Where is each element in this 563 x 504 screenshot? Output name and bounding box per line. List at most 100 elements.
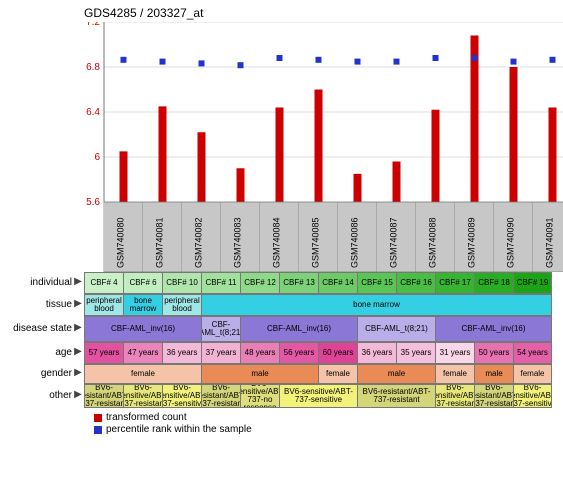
annot-cell: peripheral blood (84, 295, 123, 315)
annot-cell: CBF-AML_t(8;21) (357, 317, 435, 341)
annot-cell: CBF-AML_inv(16) (240, 317, 357, 341)
annot-cell: 54 years (513, 343, 552, 363)
row-arrow-icon: ▶ (73, 389, 83, 400)
pct-marker (472, 55, 478, 61)
annot-cell: 60 years (318, 343, 357, 363)
sample-label: GSM740090 (506, 217, 516, 268)
annot-cell: BV6-resistant/ABT-737-resistant (357, 385, 435, 407)
annot-cell: CBF# 10 (162, 273, 201, 293)
left-tick: 6.8 (86, 62, 100, 73)
row-arrow-icon: ▶ (73, 346, 83, 357)
annot-cell: BV6-resistant/ABT-737-resistant (474, 385, 513, 407)
annot-cell: CBF# 13 (279, 273, 318, 293)
pct-marker (394, 59, 400, 65)
row-arrow-icon: ▶ (73, 322, 83, 333)
annot-row-label: gender (4, 368, 72, 379)
annot-cell: female (513, 365, 552, 383)
sample-label: GSM740081 (155, 217, 165, 268)
annot-cell: 48 years (240, 343, 279, 363)
legend-item: transformed count (94, 412, 559, 423)
bar (510, 67, 518, 202)
row-arrow-icon: ▶ (73, 298, 83, 309)
chart-area: 5.666.46.87.20255075100%GSM740080GSM7400… (84, 22, 552, 272)
annot-cell: CBF# 15 (357, 273, 396, 293)
bar (120, 151, 128, 202)
annot-cell: BV6-sensitive/ABT-737-no response (240, 385, 279, 407)
bar (432, 110, 440, 202)
sample-label: GSM740085 (311, 217, 321, 268)
annot-cell: CBF# 14 (318, 273, 357, 293)
annot-row-label: age (4, 347, 72, 358)
annot-cell: CBF# 12 (240, 273, 279, 293)
annot-cell: BV6-sensitive/ABT-737-sensitive (162, 385, 201, 407)
annot-cell: 37 years (201, 343, 240, 363)
bar (237, 168, 245, 202)
pct-marker (238, 62, 244, 68)
legend-label: percentile rank within the sample (106, 424, 252, 435)
pct-marker (433, 55, 439, 61)
annot-cell: BV6-resistant/ABT-737-resistant (84, 385, 123, 407)
annot-cell: BV6-sensitive/ABT-737-resistant (435, 385, 474, 407)
chart-title: GDS4285 / 203327_at (84, 6, 559, 20)
annot-cell: 47 years (123, 343, 162, 363)
left-tick: 6 (94, 152, 100, 163)
bar (393, 162, 401, 203)
legend-swatch-icon (94, 426, 102, 434)
pct-marker (316, 57, 322, 63)
annot-cell: CBF# 11 (201, 273, 240, 293)
chart-svg: 5.666.46.87.20255075100%GSM740080GSM7400… (84, 22, 563, 272)
sample-label: GSM740087 (389, 217, 399, 268)
bar (276, 108, 284, 203)
annot-cell: BV6-sensitive/ABT-737-sensitive (279, 385, 357, 407)
row-arrow-icon: ▶ (73, 367, 83, 378)
pct-marker (550, 57, 556, 63)
annot-cell: CBF# 4 (84, 273, 123, 293)
annot-cell: CBF-AML_inv(16) (435, 317, 552, 341)
row-arrow-icon: ▶ (73, 276, 83, 287)
annot-cell: female (318, 365, 357, 383)
pct-marker (277, 55, 283, 61)
legend-item: percentile rank within the sample (94, 424, 559, 435)
annot-row-label: individual (4, 277, 72, 288)
annot-cell: BV6-resistant/ABT-737-resistant (201, 385, 240, 407)
sample-label: GSM740080 (116, 217, 126, 268)
pct-marker (355, 59, 361, 65)
left-tick: 7.2 (86, 22, 100, 28)
bar (549, 108, 557, 203)
annot-cell: bone marrow (201, 295, 552, 315)
annot-cell: CBF# 17 (435, 273, 474, 293)
annot-cell: peripheral blood (162, 295, 201, 315)
annot-cell: 31 years (435, 343, 474, 363)
sample-label: GSM740083 (233, 217, 243, 268)
annot-cell: male (201, 365, 318, 383)
sample-label: GSM740089 (467, 217, 477, 268)
annot-cell: male (474, 365, 513, 383)
annot-cell: BV6-sensitive/ABT-737-resistant (123, 385, 162, 407)
annot-row-label: tissue (4, 299, 72, 310)
annot-cell: 36 years (357, 343, 396, 363)
annot-cell: 35 years (396, 343, 435, 363)
pct-marker (199, 60, 205, 66)
annot-cell: male (357, 365, 435, 383)
annot-cell: female (435, 365, 474, 383)
annot-cell: CBF# 6 (123, 273, 162, 293)
bar (198, 132, 206, 202)
left-tick: 6.4 (86, 107, 100, 118)
annot-cell: CBF-AML_t(8;21) (201, 317, 240, 341)
sample-label: GSM740084 (272, 217, 282, 268)
legend-swatch-icon (94, 414, 102, 422)
annot-row-label: other (4, 390, 72, 401)
annot-cell: female (84, 365, 201, 383)
annot-cell: 57 years (84, 343, 123, 363)
sample-label: GSM740088 (428, 217, 438, 268)
bar (315, 90, 323, 203)
left-tick: 5.6 (86, 197, 100, 208)
sample-label: GSM740091 (545, 217, 555, 268)
sample-label: GSM740086 (350, 217, 360, 268)
legend: transformed countpercentile rank within … (94, 412, 559, 435)
pct-marker (511, 59, 517, 65)
annot-cell: 36 years (162, 343, 201, 363)
annot-cell: bone marrow (123, 295, 162, 315)
legend-label: transformed count (106, 412, 187, 423)
annot-cell: BV6-sensitive/ABT-737-sensitive (513, 385, 552, 407)
